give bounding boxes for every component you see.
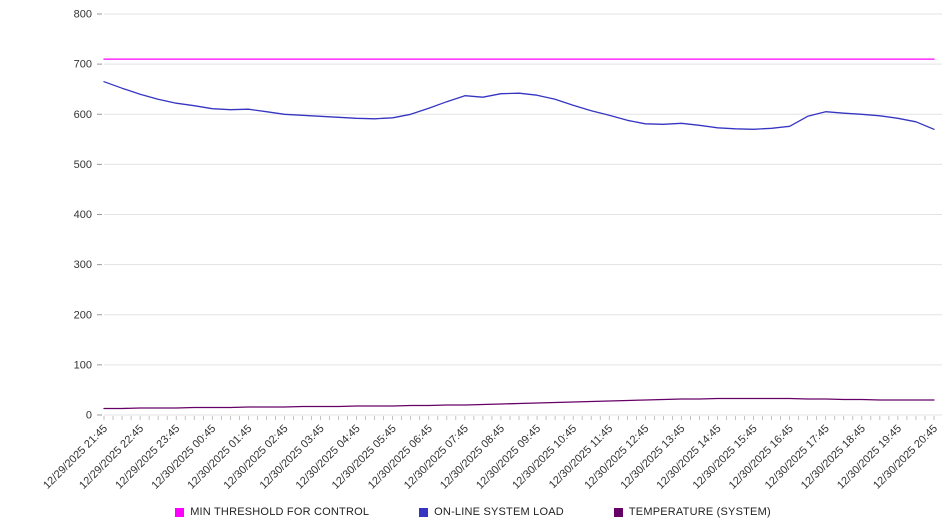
svg-text:12/30/2025 16:45: 12/30/2025 16:45 (727, 423, 796, 492)
svg-text:12/30/2025 01:45: 12/30/2025 01:45 (185, 423, 254, 492)
svg-text:12/30/2025 18:45: 12/30/2025 18:45 (799, 423, 868, 492)
svg-text:12/29/2025 21:45: 12/29/2025 21:45 (41, 423, 110, 492)
svg-text:200: 200 (74, 309, 92, 321)
svg-text:600: 600 (74, 109, 92, 121)
svg-text:12/30/2025 15:45: 12/30/2025 15:45 (691, 423, 760, 492)
legend-label-min-threshold: MIN THRESHOLD FOR CONTROL (190, 506, 370, 518)
legend-item-online-system-load[interactable]: ON-LINE SYSTEM LOAD (419, 506, 564, 518)
svg-text:12/29/2025 22:45: 12/29/2025 22:45 (77, 423, 146, 492)
svg-text:12/30/2025 05:45: 12/30/2025 05:45 (330, 423, 399, 492)
svg-text:12/30/2025 12:45: 12/30/2025 12:45 (582, 423, 651, 492)
svg-text:400: 400 (74, 209, 92, 221)
legend-item-temperature[interactable]: TEMPERATURE (SYSTEM) (613, 506, 771, 518)
svg-text:12/30/2025 06:45: 12/30/2025 06:45 (366, 423, 435, 492)
legend-swatch-temperature-icon (613, 507, 623, 517)
svg-text:12/30/2025 02:45: 12/30/2025 02:45 (222, 423, 291, 492)
svg-text:12/30/2025 09:45: 12/30/2025 09:45 (474, 423, 543, 492)
svg-text:12/30/2025 17:45: 12/30/2025 17:45 (763, 423, 832, 492)
svg-text:12/30/2025 20:45: 12/30/2025 20:45 (871, 423, 940, 492)
svg-text:12/30/2025 00:45: 12/30/2025 00:45 (149, 423, 218, 492)
svg-text:12/30/2025 08:45: 12/30/2025 08:45 (438, 423, 507, 492)
chart-legend: MIN THRESHOLD FOR CONTROL ON-LINE SYSTEM… (0, 498, 946, 526)
svg-text:12/30/2025 03:45: 12/30/2025 03:45 (258, 423, 327, 492)
svg-text:12/29/2025 23:45: 12/29/2025 23:45 (113, 423, 182, 492)
legend-label-online-system-load: ON-LINE SYSTEM LOAD (434, 506, 564, 518)
svg-text:12/30/2025 14:45: 12/30/2025 14:45 (655, 423, 724, 492)
svg-text:12/30/2025 13:45: 12/30/2025 13:45 (618, 423, 687, 492)
legend-swatch-online-system-load-icon (419, 507, 429, 517)
legend-item-min-threshold[interactable]: MIN THRESHOLD FOR CONTROL (175, 506, 369, 518)
legend-swatch-min-threshold-icon (175, 507, 185, 517)
svg-text:100: 100 (74, 359, 92, 371)
svg-text:12/30/2025 10:45: 12/30/2025 10:45 (510, 423, 579, 492)
svg-text:0: 0 (86, 410, 92, 422)
svg-text:12/30/2025 11:45: 12/30/2025 11:45 (547, 423, 615, 491)
svg-text:12/30/2025 19:45: 12/30/2025 19:45 (835, 423, 904, 492)
svg-text:500: 500 (74, 159, 92, 171)
svg-text:700: 700 (74, 59, 92, 71)
svg-text:12/30/2025 07:45: 12/30/2025 07:45 (402, 423, 471, 492)
legend-label-temperature: TEMPERATURE (SYSTEM) (628, 506, 771, 518)
line-chart: 0 100 200 300 400 500 600 700 800 12/29/2025 21:4… (41, 9, 942, 492)
svg-text:800: 800 (74, 9, 92, 21)
svg-text:300: 300 (74, 259, 92, 271)
svg-text:12/30/2025 04:45: 12/30/2025 04:45 (294, 423, 363, 492)
